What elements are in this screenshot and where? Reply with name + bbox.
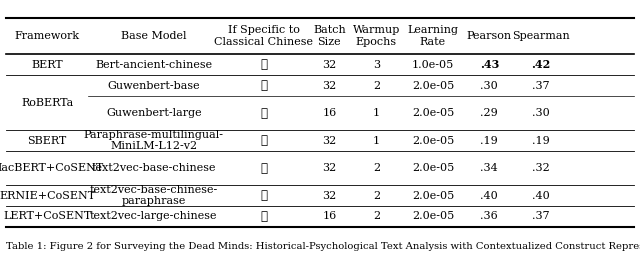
Text: Table 1: Figure 2 for Surveying the Dead Minds: Historical-Psychological Text An: Table 1: Figure 2 for Surveying the Dead… bbox=[6, 242, 640, 251]
Text: 2.0e-05: 2.0e-05 bbox=[412, 211, 454, 221]
Text: 2: 2 bbox=[373, 80, 380, 90]
Text: ✘: ✘ bbox=[260, 210, 267, 223]
Text: 2.0e-05: 2.0e-05 bbox=[412, 80, 454, 90]
Text: .29: .29 bbox=[481, 108, 498, 118]
Text: If Specific to
Classical Chinese: If Specific to Classical Chinese bbox=[214, 25, 313, 47]
Text: .34: .34 bbox=[481, 163, 498, 173]
Text: .40: .40 bbox=[532, 190, 550, 200]
Text: .37: .37 bbox=[532, 80, 550, 90]
Text: ✘: ✘ bbox=[260, 189, 267, 202]
Text: ✔: ✔ bbox=[260, 107, 267, 119]
Text: LERT+CoSENT: LERT+CoSENT bbox=[3, 211, 92, 221]
Text: 32: 32 bbox=[323, 135, 337, 145]
Text: ✘: ✘ bbox=[260, 134, 267, 147]
Text: 32: 32 bbox=[323, 163, 337, 173]
Text: .40: .40 bbox=[481, 190, 498, 200]
Text: .19: .19 bbox=[532, 135, 550, 145]
Text: 2: 2 bbox=[373, 190, 380, 200]
Text: Paraphrase-multilingual-
MiniLM-L12-v2: Paraphrase-multilingual- MiniLM-L12-v2 bbox=[84, 130, 224, 151]
Text: 16: 16 bbox=[323, 211, 337, 221]
Text: Bert-ancient-chinese: Bert-ancient-chinese bbox=[95, 60, 212, 70]
Text: 32: 32 bbox=[323, 80, 337, 90]
Text: 32: 32 bbox=[323, 60, 337, 70]
Text: .30: .30 bbox=[481, 80, 498, 90]
Text: 2: 2 bbox=[373, 163, 380, 173]
Text: .36: .36 bbox=[481, 211, 498, 221]
Text: ✘: ✘ bbox=[260, 161, 267, 175]
Text: 2.0e-05: 2.0e-05 bbox=[412, 190, 454, 200]
Text: .37: .37 bbox=[532, 211, 550, 221]
Text: 1: 1 bbox=[373, 135, 380, 145]
Text: 2.0e-05: 2.0e-05 bbox=[412, 135, 454, 145]
Text: SBERT: SBERT bbox=[28, 135, 67, 145]
Text: Spearman: Spearman bbox=[512, 31, 570, 41]
Text: Pearson: Pearson bbox=[467, 31, 512, 41]
Text: .30: .30 bbox=[532, 108, 550, 118]
Text: .43: .43 bbox=[479, 59, 499, 70]
Text: ERNIE+CoSENT: ERNIE+CoSENT bbox=[0, 190, 95, 200]
Text: 2.0e-05: 2.0e-05 bbox=[412, 163, 454, 173]
Text: Learning
Rate: Learning Rate bbox=[408, 25, 458, 47]
Text: 32: 32 bbox=[323, 190, 337, 200]
Text: MacBERT+CoSENT: MacBERT+CoSENT bbox=[0, 163, 104, 173]
Text: .32: .32 bbox=[532, 163, 550, 173]
Text: ✔: ✔ bbox=[260, 58, 267, 71]
Text: Warmup
Epochs: Warmup Epochs bbox=[353, 25, 400, 47]
Text: Batch
Size: Batch Size bbox=[313, 25, 346, 47]
Text: BERT: BERT bbox=[31, 60, 63, 70]
Text: .42: .42 bbox=[531, 59, 550, 70]
Text: text2vec-base-chinese: text2vec-base-chinese bbox=[92, 163, 216, 173]
Text: Framework: Framework bbox=[15, 31, 80, 41]
Text: 1.0e-05: 1.0e-05 bbox=[412, 60, 454, 70]
Text: 2: 2 bbox=[373, 211, 380, 221]
Text: ✔: ✔ bbox=[260, 79, 267, 92]
Text: Base Model: Base Model bbox=[121, 31, 186, 41]
Text: .19: .19 bbox=[481, 135, 498, 145]
Text: Guwenbert-base: Guwenbert-base bbox=[108, 80, 200, 90]
Text: 2.0e-05: 2.0e-05 bbox=[412, 108, 454, 118]
Text: text2vec-base-chinese-
paraphrase: text2vec-base-chinese- paraphrase bbox=[90, 185, 218, 206]
Text: Guwenbert-large: Guwenbert-large bbox=[106, 108, 202, 118]
Text: RoBERTa: RoBERTa bbox=[21, 98, 74, 108]
Text: 16: 16 bbox=[323, 108, 337, 118]
Text: 3: 3 bbox=[373, 60, 380, 70]
Text: 1: 1 bbox=[373, 108, 380, 118]
Text: text2vec-large-chinese: text2vec-large-chinese bbox=[90, 211, 218, 221]
